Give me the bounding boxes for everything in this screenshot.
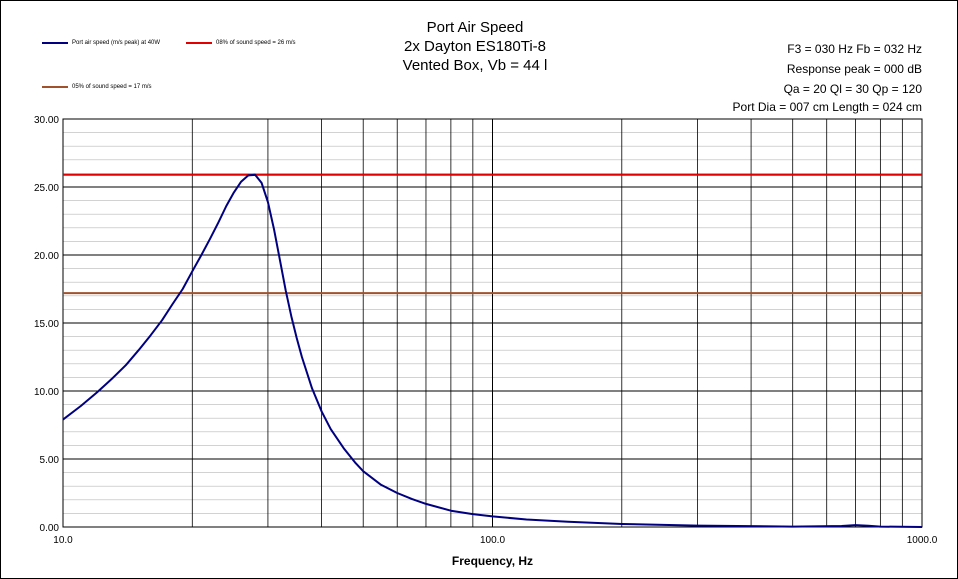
legend-entry-5pct: 05% of sound speed = 17 m/s <box>42 84 152 90</box>
info-port-dims: Port Dia = 007 cm Length = 024 cm <box>732 100 922 114</box>
chart-title-line-1: Port Air Speed <box>426 19 524 36</box>
y-tick-label: 0.00 <box>40 523 60 534</box>
y-tick-label: 15.00 <box>34 319 59 330</box>
x-axis-label: Frequency, Hz <box>452 554 533 568</box>
y-tick-label: 25.00 <box>34 183 59 194</box>
x-tick-label: 10.0 <box>53 535 73 546</box>
series-line-port-speed <box>62 173 923 528</box>
chart-title-line-2: 2x Dayton ES180Ti-8 <box>403 38 547 55</box>
legend-swatch-port-speed <box>42 42 68 44</box>
legend-swatch-8pct <box>186 42 212 44</box>
legend-label-8pct: 08% of sound speed = 26 m/s <box>216 40 296 46</box>
info-q-values: Qa = 20 Ql = 30 Qp = 120 <box>783 82 922 96</box>
y-tick-label: 20.00 <box>34 251 59 262</box>
y-tick-label: 5.00 <box>40 455 60 466</box>
y-tick-label: 30.00 <box>34 115 59 126</box>
legend-entry-8pct: 08% of sound speed = 26 m/s <box>186 40 296 46</box>
info-f3-fb: F3 = 030 Hz Fb = 032 Hz <box>787 42 922 56</box>
legend-label-5pct: 05% of sound speed = 17 m/s <box>72 84 152 90</box>
legend-swatch-5pct <box>42 86 68 88</box>
plot-border <box>62 118 923 528</box>
legend-label-port-speed: Port air speed (m/s peak) at 40W <box>72 40 161 46</box>
chart-title-line-3: Vented Box, Vb = 44 l <box>402 57 548 74</box>
x-tick-label: 1000.0 <box>907 535 938 546</box>
info-response-peak: Response peak = 000 dB <box>786 62 922 76</box>
legend-entry-port-speed: Port air speed (m/s peak) at 40W <box>42 40 160 46</box>
y-tick-label: 10.00 <box>34 387 59 398</box>
x-tick-label: 100.0 <box>480 535 505 546</box>
